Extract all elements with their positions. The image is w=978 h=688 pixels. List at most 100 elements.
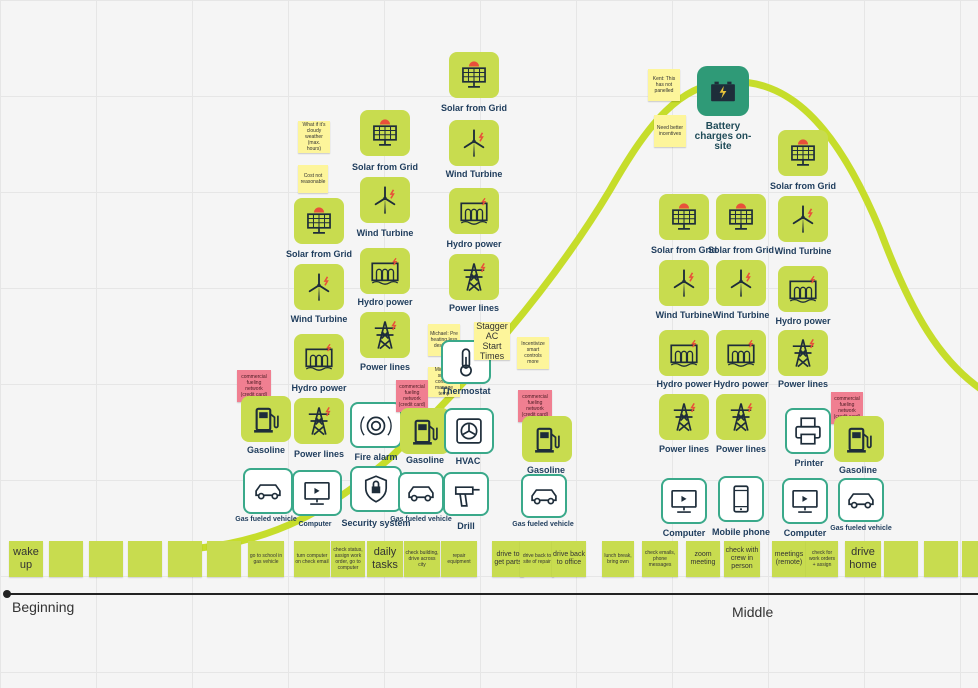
hydro-label: Hydro power [713, 379, 769, 389]
security-card[interactable] [350, 466, 402, 512]
hydro-dam-icon [460, 197, 488, 225]
power-lines-card[interactable] [716, 394, 766, 440]
solar-card[interactable] [659, 194, 709, 240]
wind-card[interactable] [449, 120, 499, 166]
fire-alarm-label: Fire alarm [354, 452, 398, 462]
solar-card[interactable] [778, 130, 828, 176]
sticky-note-cost[interactable]: Cost not reasonable [298, 165, 328, 193]
hvac-card[interactable] [444, 408, 494, 454]
solar-panel-icon [791, 139, 815, 166]
step-check-building[interactable]: check building, drive across city [404, 541, 440, 577]
power-lines-card[interactable] [778, 330, 828, 376]
hydro-card[interactable] [716, 330, 766, 376]
mobile-phone-card[interactable] [718, 476, 764, 522]
step-drive-get-parts[interactable]: drive to get parts [492, 541, 524, 577]
solar-label: Solar from Grid [285, 249, 352, 259]
sticky-note-kent[interactable]: Kent: This has not panelled [648, 69, 680, 101]
step-empty[interactable] [884, 541, 918, 577]
printer-icon [795, 417, 821, 445]
step-lunch-break[interactable]: lunch break, bring own [602, 541, 634, 577]
gas-vehicle-label: Gas fueled vehicle [830, 525, 892, 532]
gas-vehicle-card[interactable] [398, 472, 444, 514]
step-empty[interactable] [128, 541, 162, 577]
step-check-status[interactable]: check status, assign work order, go to c… [331, 541, 365, 577]
step-go-to-school[interactable]: go to school in gas vehicle [248, 541, 284, 577]
printer-card[interactable] [785, 408, 831, 454]
sticky-note-cloudy[interactable]: What if it's cloudy weather (max. hours) [298, 121, 330, 153]
solar-panel-icon [373, 119, 397, 146]
wind-card[interactable] [659, 260, 709, 306]
drill-label: Drill [457, 521, 475, 531]
gas-vehicle-card[interactable] [521, 474, 567, 518]
gasoline-card[interactable] [522, 416, 572, 462]
sticky-note-stagger-ac[interactable]: Stagger AC Start Times [474, 322, 510, 360]
solar-card[interactable] [360, 110, 410, 156]
step-check-work-orders[interactable]: check for work orders + assign [806, 541, 838, 577]
hydro-card[interactable] [778, 266, 828, 312]
step-empty[interactable] [924, 541, 958, 577]
gas-vehicle-card[interactable] [243, 468, 293, 514]
fire-alarm-card[interactable] [350, 402, 402, 448]
security-label: Security system [341, 518, 411, 528]
power-lines-card[interactable] [659, 394, 709, 440]
step-daily-tasks[interactable]: daily tasks [367, 541, 403, 577]
computer-card[interactable] [292, 470, 342, 516]
gasoline-card[interactable] [400, 408, 450, 454]
step-turn-computer[interactable]: turn computer on check email [294, 541, 330, 577]
power-lines-card[interactable] [449, 254, 499, 300]
step-empty[interactable] [168, 541, 202, 577]
battery-label: Battery charges on-site [694, 121, 752, 152]
sticky-note-incentivize[interactable]: Incentivize smart controls more [517, 337, 549, 369]
wind-turbine-icon [374, 186, 396, 214]
wind-card[interactable] [294, 264, 344, 310]
step-wake-up[interactable]: wake up [9, 541, 43, 577]
step-zoom-meeting[interactable]: zoom meeting [686, 541, 720, 577]
step-drive-back-office[interactable]: drive back to office [552, 541, 586, 577]
wind-turbine-icon [463, 129, 485, 157]
wind-card[interactable] [716, 260, 766, 306]
wind-card[interactable] [360, 177, 410, 223]
solar-panel-icon [462, 61, 486, 88]
solar-panel-icon [729, 203, 753, 230]
step-drive-back-site[interactable]: drive back to site of repair [520, 541, 554, 577]
gasoline-card[interactable] [834, 416, 884, 462]
hydro-card[interactable] [294, 334, 344, 380]
gas-pump-icon [413, 419, 438, 445]
solar-label: Solar from Grid [707, 245, 774, 255]
step-drive-home[interactable]: drive home [845, 541, 881, 577]
step-empty[interactable] [89, 541, 123, 577]
step-empty[interactable] [207, 541, 241, 577]
hydro-dam-icon [670, 339, 698, 367]
step-meetings-remote[interactable]: meetings (remote) [772, 541, 806, 577]
wind-card[interactable] [778, 196, 828, 242]
hydro-card[interactable] [360, 248, 410, 294]
gas-vehicle-card[interactable] [838, 478, 884, 522]
computer-label: Computer [298, 521, 332, 528]
step-check-crew[interactable]: check with crew in person [724, 541, 760, 577]
computer-icon [671, 489, 697, 513]
power-lines-card[interactable] [294, 398, 344, 444]
hydro-card[interactable] [659, 330, 709, 376]
step-empty[interactable] [962, 541, 978, 577]
step-check-emails[interactable]: check emails, phone messages [642, 541, 678, 577]
solar-card[interactable] [294, 198, 344, 244]
solar-card[interactable] [716, 194, 766, 240]
power-lines-card[interactable] [360, 312, 410, 358]
computer-icon [304, 481, 330, 505]
solar-card[interactable] [449, 52, 499, 98]
power-tower-icon [673, 403, 696, 432]
computer-card[interactable] [782, 478, 828, 524]
step-empty[interactable] [49, 541, 83, 577]
hydro-card[interactable] [449, 188, 499, 234]
step-repair-equipment[interactable]: repair equipment [441, 541, 477, 577]
power-tower-icon [374, 321, 397, 350]
battery-card[interactable] [697, 66, 749, 116]
gasoline-card[interactable] [241, 396, 291, 442]
sticky-note-incentives[interactable]: Need better incentives [654, 115, 686, 147]
computer-card[interactable] [661, 478, 707, 524]
sticky-note-commercial-fueling[interactable]: commercial fueling network (credit card) [396, 380, 428, 412]
drill-card[interactable] [443, 472, 489, 516]
phase-middle: Middle [732, 604, 774, 620]
thermostat-label: Thermostat [441, 386, 491, 396]
